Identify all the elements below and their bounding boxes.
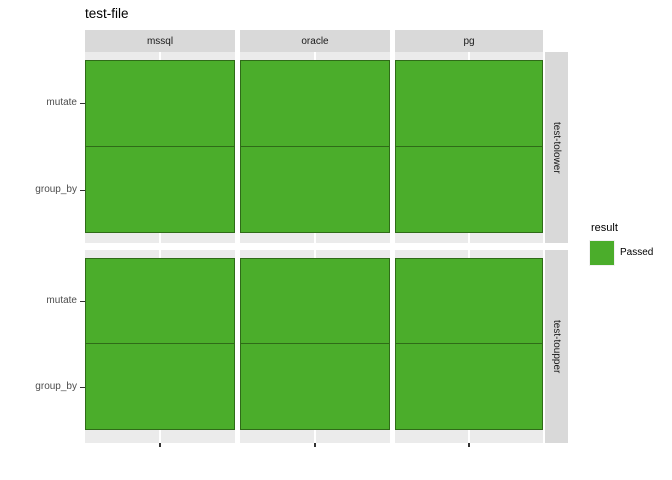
facet-panel-tolower-oracle: [240, 52, 390, 243]
tile-group-by: [395, 145, 543, 233]
facet-col-strip-label: pg: [463, 35, 475, 47]
tile-mutate: [395, 60, 543, 147]
facet-col-strip-label: mssql: [146, 35, 174, 47]
facet-row-strip-label: test-toupper: [551, 319, 562, 374]
facet-col-strip-mssql: mssql: [85, 30, 235, 52]
y-axis-label-mutate-r1: mutate: [46, 97, 77, 108]
tile-mutate: [240, 60, 390, 147]
legend-label-passed: Passed: [620, 247, 654, 258]
legend-swatch-passed: [590, 241, 614, 265]
facet-col-strip-label: oracle: [301, 35, 329, 47]
y-axis-label-mutate-r2: mutate: [46, 295, 77, 306]
tile-group-by: [85, 343, 235, 430]
facet-col-strip-oracle: oracle: [240, 30, 390, 52]
x-tick: [468, 443, 470, 447]
legend-title: result: [591, 222, 618, 234]
y-axis-label-groupby-r1: group_by: [35, 184, 77, 195]
tile-group: [85, 258, 235, 430]
tile-group: [85, 60, 235, 233]
tile-group-by: [85, 145, 235, 233]
facet-row-strip-test-toupper: test-toupper: [545, 250, 568, 443]
y-axis-label-groupby-r2: group_by: [35, 381, 77, 392]
tile-group: [395, 60, 543, 233]
tile-group-by: [240, 343, 390, 430]
facet-panel-toupper-mssql: [85, 250, 235, 443]
y-tick: [80, 387, 85, 388]
facet-panel-toupper-oracle: [240, 250, 390, 443]
tile-mutate: [85, 258, 235, 344]
facet-row-strip-label: test-tolower: [551, 121, 562, 174]
tile-mutate: [240, 258, 390, 344]
tile-group-by: [240, 145, 390, 233]
tile-group-by: [395, 343, 543, 430]
tile-group: [395, 258, 543, 430]
facet-panel-tolower-pg: [395, 52, 543, 243]
tile-group: [240, 60, 390, 233]
tile-mutate: [395, 258, 543, 344]
tile-group: [240, 258, 390, 430]
legend-key: [589, 240, 615, 266]
y-tick: [80, 103, 85, 104]
facet-row-strip-test-tolower: test-tolower: [545, 52, 568, 243]
tile-mutate: [85, 60, 235, 147]
y-tick: [80, 190, 85, 191]
y-tick: [80, 301, 85, 302]
facet-panel-tolower-mssql: [85, 52, 235, 243]
x-tick: [314, 443, 316, 447]
plot-title: test-file: [85, 6, 129, 21]
facet-panel-toupper-pg: [395, 250, 543, 443]
x-tick: [159, 443, 161, 447]
facet-col-strip-pg: pg: [395, 30, 543, 52]
